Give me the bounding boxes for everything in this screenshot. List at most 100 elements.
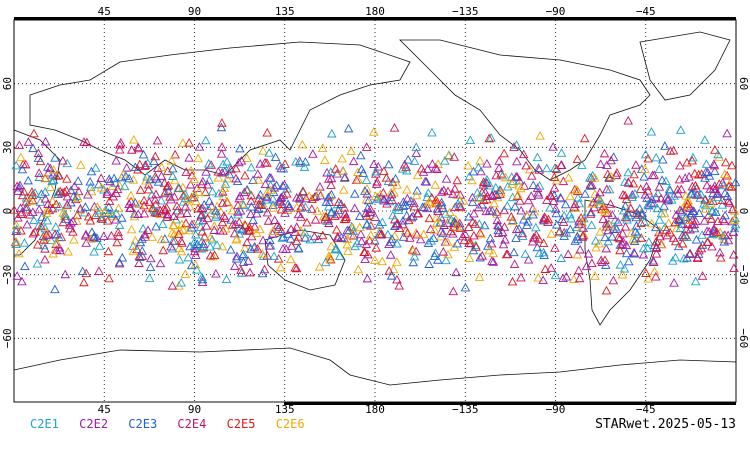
observation-marker bbox=[262, 192, 272, 202]
observation-marker bbox=[720, 210, 730, 220]
observation-marker bbox=[718, 180, 729, 190]
observation-marker bbox=[207, 186, 218, 196]
observation-marker bbox=[478, 179, 489, 189]
observation-marker bbox=[76, 160, 86, 169]
observation-marker bbox=[387, 195, 397, 204]
observation-marker bbox=[140, 160, 151, 169]
observation-marker bbox=[253, 199, 264, 209]
observation-marker bbox=[221, 274, 232, 284]
observation-marker bbox=[342, 239, 352, 249]
observation-marker bbox=[595, 226, 605, 236]
observation-marker bbox=[235, 205, 246, 215]
observation-marker bbox=[488, 248, 499, 258]
observation-marker bbox=[86, 234, 97, 243]
observation-marker bbox=[620, 221, 631, 231]
observation-marker bbox=[412, 229, 422, 239]
observation-marker bbox=[206, 160, 216, 169]
observation-marker bbox=[295, 158, 306, 167]
observation-marker bbox=[196, 211, 206, 221]
observation-marker bbox=[350, 189, 360, 198]
top-lon-tick-label: −90 bbox=[546, 5, 566, 18]
observation-marker bbox=[180, 193, 191, 202]
bottom-lon-tick-label: −135 bbox=[452, 403, 479, 416]
observation-marker bbox=[185, 241, 195, 251]
observation-marker bbox=[413, 208, 424, 218]
observation-marker bbox=[591, 242, 601, 252]
observation-marker bbox=[167, 281, 178, 290]
observation-marker bbox=[163, 186, 174, 195]
top-lon-tick-label: −135 bbox=[452, 5, 479, 18]
observation-marker bbox=[460, 282, 471, 292]
observation-marker bbox=[490, 182, 501, 192]
observation-marker bbox=[728, 227, 739, 236]
observation-marker bbox=[674, 174, 685, 184]
observation-marker bbox=[649, 198, 659, 208]
observation-marker bbox=[73, 186, 84, 196]
observation-marker bbox=[485, 233, 496, 243]
observation-marker bbox=[129, 134, 139, 144]
observation-marker bbox=[507, 276, 518, 286]
observation-marker bbox=[511, 171, 521, 181]
observation-marker bbox=[452, 222, 462, 231]
observation-marker bbox=[436, 187, 447, 196]
observation-marker bbox=[403, 215, 414, 225]
observation-marker bbox=[258, 235, 268, 245]
observation-marker bbox=[275, 262, 286, 272]
observation-marker bbox=[626, 228, 637, 237]
observation-marker bbox=[126, 224, 137, 234]
top-lon-tick-label: 135 bbox=[275, 5, 295, 18]
observation-marker bbox=[269, 251, 279, 261]
observation-marker bbox=[172, 201, 182, 210]
observation-marker bbox=[722, 128, 732, 138]
observation-marker bbox=[43, 199, 53, 208]
observation-marker bbox=[440, 156, 450, 165]
observation-marker bbox=[474, 202, 484, 212]
observation-marker bbox=[541, 163, 552, 173]
observation-marker bbox=[362, 219, 372, 229]
observation-marker bbox=[242, 237, 252, 247]
observation-marker bbox=[68, 216, 78, 225]
observation-marker bbox=[448, 228, 458, 238]
observation-marker bbox=[441, 255, 451, 265]
observation-marker bbox=[397, 164, 408, 173]
observation-marker bbox=[174, 229, 184, 238]
observation-marker bbox=[293, 232, 304, 241]
bottom-lon-tick-label: 135 bbox=[275, 403, 295, 416]
observation-marker bbox=[302, 217, 312, 227]
observation-marker bbox=[502, 181, 513, 191]
observation-marker bbox=[330, 211, 340, 220]
observation-marker bbox=[620, 201, 631, 210]
observation-marker bbox=[438, 228, 448, 238]
observation-marker bbox=[29, 128, 39, 138]
observation-marker bbox=[240, 170, 250, 180]
legend-item-c2e5: C2E5 bbox=[226, 417, 256, 431]
observation-marker bbox=[436, 226, 446, 236]
observation-marker bbox=[218, 159, 228, 169]
observation-marker bbox=[361, 194, 372, 204]
observation-marker bbox=[255, 224, 265, 234]
observation-marker bbox=[573, 192, 583, 202]
observation-marker bbox=[292, 202, 302, 211]
observation-marker bbox=[219, 183, 230, 192]
observation-marker bbox=[521, 160, 531, 170]
legend-item-c2e6: C2E6 bbox=[275, 417, 305, 431]
observation-marker bbox=[450, 184, 460, 193]
observation-marker bbox=[309, 192, 320, 201]
observation-marker bbox=[481, 194, 492, 204]
observation-marker bbox=[558, 217, 569, 226]
observation-marker bbox=[140, 229, 150, 239]
observation-marker bbox=[636, 218, 646, 227]
observation-marker bbox=[283, 199, 293, 209]
observation-marker bbox=[189, 189, 200, 199]
observation-marker bbox=[185, 179, 196, 189]
observation-marker bbox=[496, 187, 506, 197]
observation-marker bbox=[370, 235, 380, 245]
observation-marker bbox=[615, 245, 625, 255]
observation-marker bbox=[231, 234, 242, 244]
observation-marker bbox=[514, 180, 524, 190]
observation-marker bbox=[409, 156, 420, 165]
observation-marker bbox=[323, 201, 334, 211]
observation-marker bbox=[675, 205, 685, 214]
observation-marker bbox=[727, 204, 738, 214]
observation-marker bbox=[34, 204, 44, 214]
